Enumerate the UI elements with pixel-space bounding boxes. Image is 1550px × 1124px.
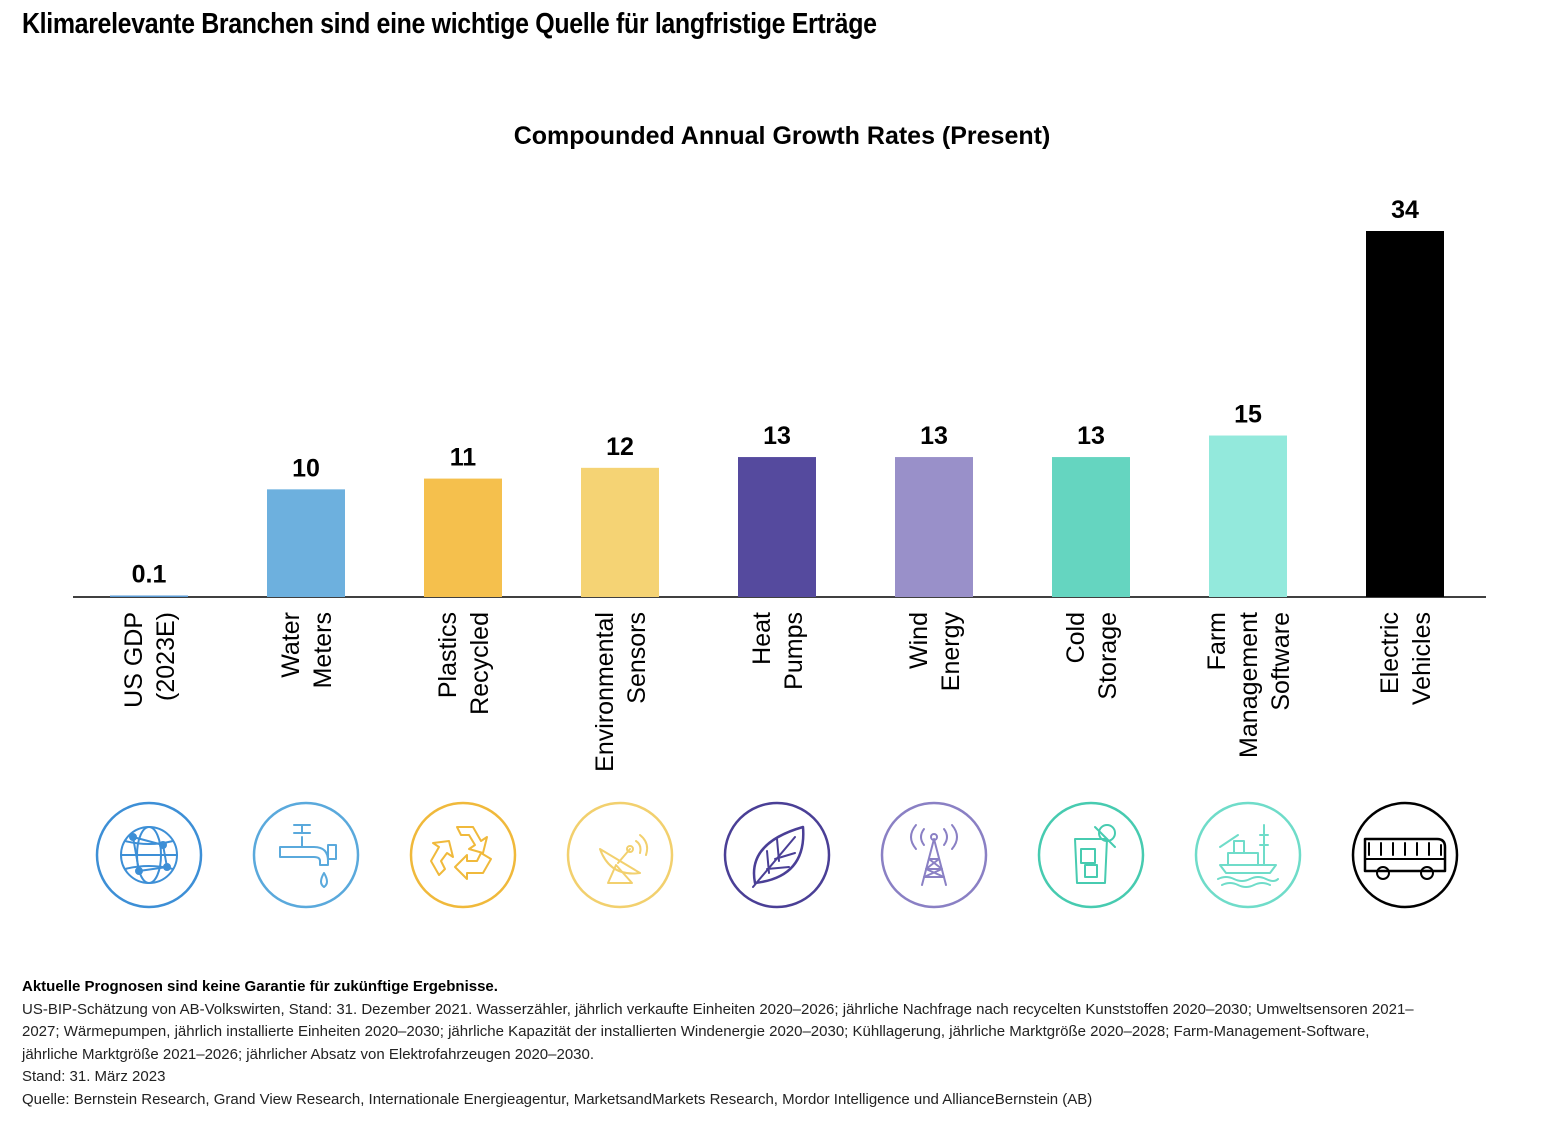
category-label-line: Cold (1062, 612, 1090, 663)
footnote-line-3: jährliche Marktgröße 2021–2026; jährlich… (22, 1045, 595, 1063)
bar (738, 457, 816, 597)
recycle-icon (409, 801, 517, 909)
category-label-line: Plastics (434, 612, 462, 698)
page-headline: Klimarelevante Branchen sind eine wichti… (22, 8, 877, 40)
bar (110, 595, 188, 597)
category-label: Water Meters (277, 612, 337, 688)
category-label-line: Vehicles (1408, 612, 1436, 705)
disclaimer-text: Aktuelle Prognosen sind keine Garantie f… (22, 978, 498, 995)
category-label: Cold Storage (1062, 612, 1122, 700)
water-tap-icon (252, 801, 360, 909)
bus-icon (1351, 801, 1459, 909)
bar-chart: 0.1 US GDP (2023E) 10 Water Meters 11 Plastics R… (73, 196, 1486, 909)
oil-platform-icon (1194, 801, 1302, 909)
bar-value-label: 13 (1077, 422, 1105, 450)
category-label-line: Management (1235, 612, 1263, 758)
category-label-line: US GDP (120, 612, 148, 708)
leaf-icon (723, 801, 831, 909)
bar (895, 457, 973, 597)
category-label: Plastics Recycled (434, 612, 494, 715)
bar-value-label: 13 (763, 422, 791, 450)
satellite-dish-icon (566, 801, 674, 909)
category-label: Wind Energy (905, 612, 965, 692)
category-label-line: Wind (905, 612, 933, 669)
footnote-line-1: US-BIP-Schätzung von AB-Volkswirten, Sta… (22, 1000, 1414, 1018)
bar-value-label: 12 (606, 433, 634, 461)
category-label-line: Storage (1094, 612, 1122, 700)
bar (424, 478, 502, 597)
bar-value-label: 15 (1234, 401, 1262, 429)
bar (267, 489, 345, 597)
wind-tower-icon (880, 801, 988, 909)
category-label-line: Recycled (466, 612, 494, 715)
bar-value-label: 0.1 (132, 561, 167, 589)
source-text: Quelle: Bernstein Research, Grand View R… (22, 1090, 1093, 1108)
cold-drink-icon (1037, 801, 1145, 909)
category-label: Electric Vehicles (1376, 612, 1436, 705)
category-label-line: Water (277, 612, 305, 678)
category-label-line: (2023E) (152, 612, 180, 701)
bar-value-label: 11 (450, 444, 477, 472)
chart-title: Compounded Annual Growth Rates (Present) (513, 122, 1051, 150)
bar-value-label: 34 (1391, 196, 1419, 224)
bar (1366, 231, 1444, 597)
category-label: Heat Pumps (748, 612, 808, 690)
category-label: Farm Management Software (1203, 612, 1295, 758)
bar-value-label: 10 (292, 454, 320, 482)
category-label-line: Electric (1376, 612, 1404, 694)
bar-value-label: 13 (920, 422, 948, 450)
category-label: US GDP (2023E) (120, 612, 180, 708)
category-label: Environmental Sensors (591, 612, 651, 772)
globe-icon (95, 801, 203, 909)
footnotes: Aktuelle Prognosen sind keine Garantie f… (22, 976, 1522, 1112)
bar (1052, 457, 1130, 597)
category-label-line: Environmental (591, 612, 619, 772)
bar (581, 467, 659, 597)
category-label-line: Heat (748, 612, 776, 665)
category-label-line: Meters (309, 612, 337, 688)
category-label-line: Software (1267, 612, 1295, 711)
category-label-line: Sensors (623, 612, 651, 704)
category-label-line: Pumps (780, 612, 808, 690)
category-label-line: Energy (937, 612, 965, 692)
as-of-date: Stand: 31. März 2023 (22, 1068, 166, 1086)
bar (1209, 435, 1287, 597)
footnote-line-2: 2027; Wärmepumpen, jährlich installierte… (22, 1023, 1370, 1041)
category-label-line: Farm (1203, 612, 1231, 670)
